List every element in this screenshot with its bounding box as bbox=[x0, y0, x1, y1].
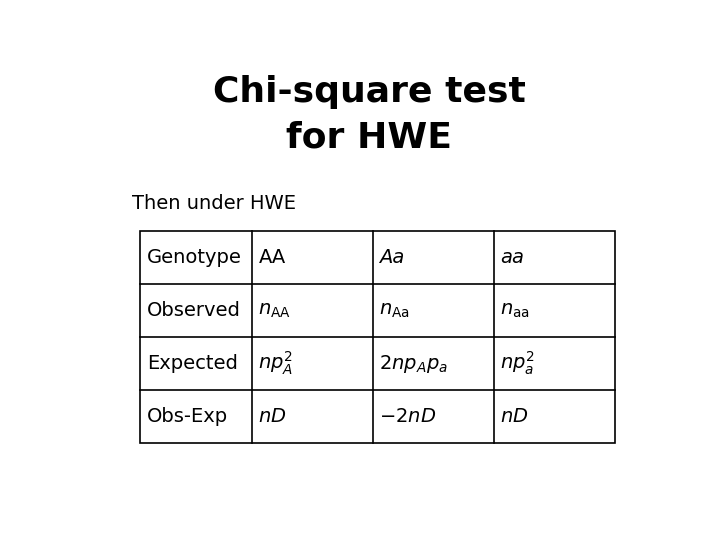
Text: for HWE: for HWE bbox=[286, 121, 452, 155]
Text: $n_{\mathrm{AA}}$: $n_{\mathrm{AA}}$ bbox=[258, 301, 292, 320]
Text: Chi-square test: Chi-square test bbox=[212, 75, 526, 109]
Text: Obs-Exp: Obs-Exp bbox=[147, 407, 228, 426]
Text: $n_{\mathrm{aa}}$: $n_{\mathrm{aa}}$ bbox=[500, 301, 530, 320]
Text: $nD$: $nD$ bbox=[258, 407, 287, 426]
Text: AA: AA bbox=[258, 248, 286, 267]
Text: $2np_{A}p_{a}$: $2np_{A}p_{a}$ bbox=[379, 353, 448, 375]
Text: Observed: Observed bbox=[147, 301, 240, 320]
Text: $nD$: $nD$ bbox=[500, 407, 528, 426]
Text: Genotype: Genotype bbox=[147, 248, 242, 267]
Text: Aa: Aa bbox=[379, 248, 405, 267]
Text: $np_{a}^{2}$: $np_{a}^{2}$ bbox=[500, 350, 535, 377]
Text: Then under HWE: Then under HWE bbox=[132, 194, 296, 213]
Text: $\mathrm{-}2nD$: $\mathrm{-}2nD$ bbox=[379, 407, 436, 426]
Text: Expected: Expected bbox=[147, 354, 238, 373]
Text: aa: aa bbox=[500, 248, 524, 267]
Text: $np_{A}^{2}$: $np_{A}^{2}$ bbox=[258, 350, 294, 377]
Bar bbox=[140, 231, 615, 443]
Text: $n_{\mathrm{Aa}}$: $n_{\mathrm{Aa}}$ bbox=[379, 301, 410, 320]
